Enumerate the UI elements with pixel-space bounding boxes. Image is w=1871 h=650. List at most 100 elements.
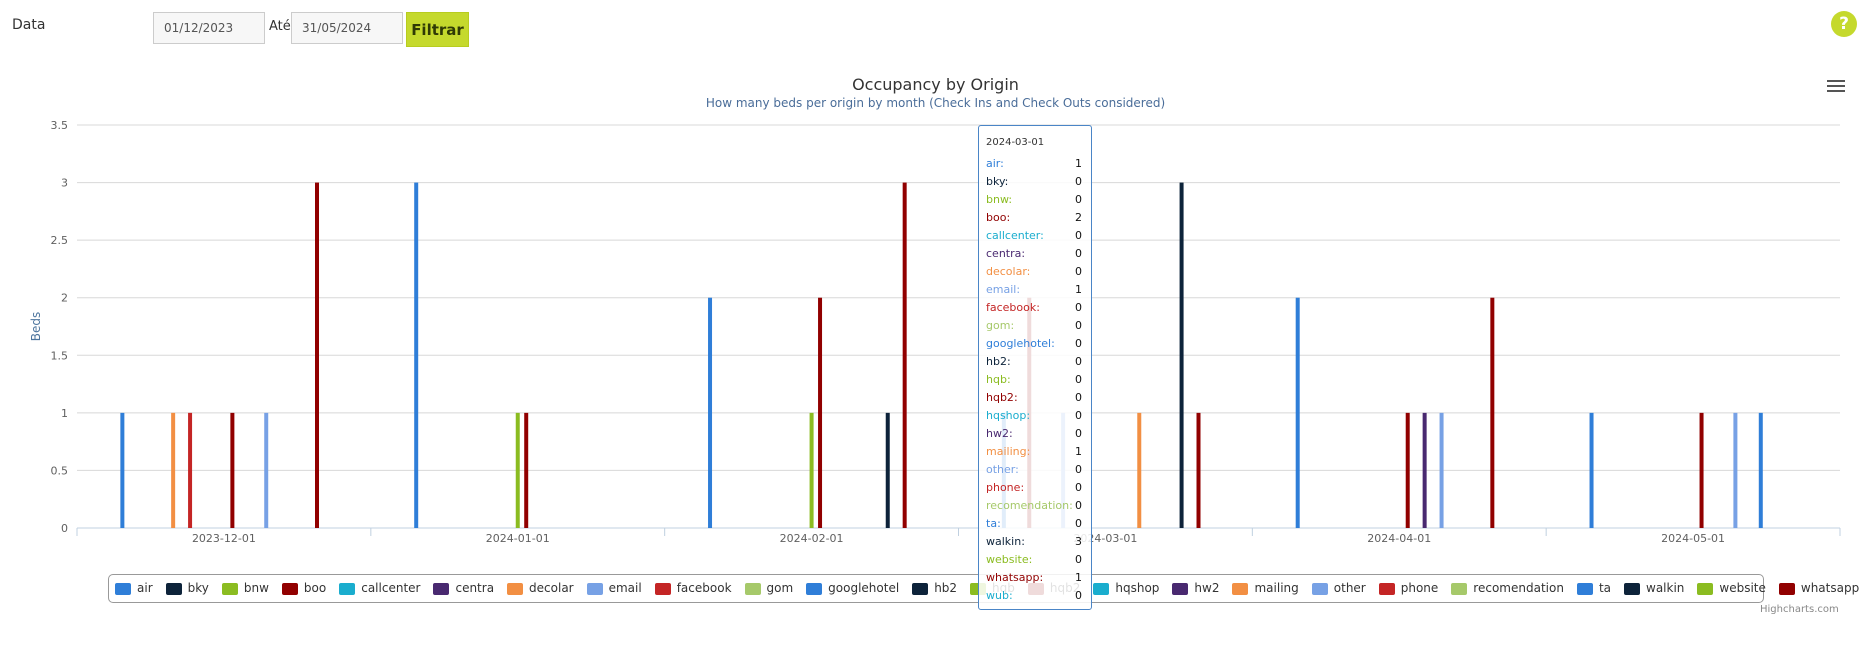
legend-item-ta[interactable]: ta <box>1576 579 1611 597</box>
bar-air <box>708 297 713 528</box>
tooltip-row: centra: 0 <box>986 245 1084 263</box>
tooltip-row: other: 0 <box>986 461 1084 479</box>
bar-walkin <box>1179 182 1184 529</box>
legend-symbol <box>744 582 761 595</box>
legend-item-air[interactable]: air <box>115 579 153 597</box>
help-icon[interactable]: ? <box>1831 11 1857 37</box>
tooltip-series-name: wub <box>986 589 1009 602</box>
legend-label: hqshop <box>1115 581 1160 595</box>
bar-whatsapp <box>315 182 320 529</box>
tooltip-row: air: 1 <box>986 155 1084 173</box>
tooltip-series-name: other <box>986 463 1016 476</box>
tooltip-series-name: bky <box>986 175 1005 188</box>
y-tick-label: 1 <box>61 407 68 420</box>
legend-item-website[interactable]: website <box>1697 579 1766 597</box>
y-tick-label: 2.5 <box>51 234 69 247</box>
chart-tooltip: 2024-03-01 air: 1 bky: 0 bnw: 0 boo: 2 callcente… <box>978 125 1092 610</box>
legend-label: whatsapp <box>1800 581 1860 595</box>
legend-label: air <box>137 581 153 595</box>
legend-item-bky[interactable]: bky <box>165 579 209 597</box>
legend-item-boo[interactable]: boo <box>281 579 326 597</box>
tooltip-series-value: 0 <box>1075 427 1082 440</box>
legend-item-facebook[interactable]: facebook <box>654 579 732 597</box>
x-tick-label: 2024-02-01 <box>780 532 844 545</box>
legend-label: other <box>1333 581 1366 595</box>
tooltip-row: callcenter: 0 <box>986 227 1084 245</box>
legend-symbol <box>1451 582 1468 595</box>
tooltip-row: phone: 0 <box>986 479 1084 497</box>
legend-item-decolar[interactable]: decolar <box>507 579 574 597</box>
chart-legend: air bky bnw boo callcenter centra decolar email… <box>108 574 1859 603</box>
chart-title: Occupancy by Origin <box>852 75 1019 94</box>
chart-menu-icon[interactable] <box>1827 80 1845 94</box>
legend-label: email <box>608 581 642 595</box>
tooltip-series-value: 0 <box>1075 193 1082 206</box>
chart-credits[interactable]: Highcharts.com <box>1760 604 1839 615</box>
tooltip-series-name: ta <box>986 517 998 530</box>
legend-item-email[interactable]: email <box>586 579 642 597</box>
legend-label: recomendation <box>1473 581 1564 595</box>
bar-other <box>264 412 269 528</box>
filter-button[interactable]: Filtrar <box>406 12 469 47</box>
legend-item-other[interactable]: other <box>1311 579 1366 597</box>
bar-air <box>120 412 125 528</box>
legend-item-gom[interactable]: gom <box>744 579 794 597</box>
legend-label: hw2 <box>1194 581 1220 595</box>
start-date-input[interactable] <box>153 12 265 44</box>
legend-symbol <box>1172 582 1189 595</box>
legend-symbol <box>1311 582 1328 595</box>
legend-item-whatsapp[interactable]: whatsapp <box>1778 579 1860 597</box>
tooltip-series-value: 0 <box>1075 229 1082 242</box>
legend-label: facebook <box>676 581 732 595</box>
legend-item-centra[interactable]: centra <box>433 579 494 597</box>
tooltip-series-name: hw2 <box>986 427 1009 440</box>
legend-symbol <box>1624 582 1640 595</box>
legend-label: ta <box>1598 581 1611 595</box>
bar-hqb2 <box>818 297 823 528</box>
tooltip-series-name: hqshop <box>986 409 1027 422</box>
tooltip-row: walkin: 3 <box>986 533 1084 551</box>
tooltip-series-value: 0 <box>1075 463 1082 476</box>
legend-item-bnw[interactable]: bnw <box>221 579 269 597</box>
tooltip-series-value: 3 <box>1075 535 1082 548</box>
tooltip-row: googlehotel: 0 <box>986 335 1084 353</box>
tooltip-series-name: boo <box>986 211 1007 224</box>
bar-whatsapp <box>902 182 907 529</box>
tooltip-series-name: googlehotel <box>986 337 1052 350</box>
tooltip-series-value: 0 <box>1075 301 1082 314</box>
legend-symbol <box>1778 582 1795 595</box>
legend-item-hqshop[interactable]: hqshop <box>1093 579 1159 597</box>
tooltip-series-name: gom <box>986 319 1011 332</box>
legend-item-recomendation[interactable]: recomendation <box>1451 579 1564 597</box>
legend-label: hb2 <box>934 581 958 595</box>
tooltip-series-value: 1 <box>1075 283 1082 296</box>
legend-item-phone[interactable]: phone <box>1378 579 1438 597</box>
legend-label: callcenter <box>361 581 421 595</box>
tooltip-series-name: walkin <box>986 535 1022 548</box>
legend-item-mailing[interactable]: mailing <box>1232 579 1299 597</box>
tooltip-series-value: 0 <box>1075 391 1082 404</box>
legend-item-walkin[interactable]: walkin <box>1624 579 1684 597</box>
end-date-input[interactable] <box>291 12 403 44</box>
tooltip-row: hqb2: 0 <box>986 389 1084 407</box>
tooltip-series-value: 0 <box>1075 175 1082 188</box>
legend-item-callcenter[interactable]: callcenter <box>339 579 420 597</box>
tooltip-series-name: email <box>986 283 1017 296</box>
legend-label: gom <box>766 581 794 595</box>
legend-item-hb2[interactable]: hb2 <box>912 579 957 597</box>
y-tick-label: 3.5 <box>51 119 69 132</box>
tooltip-row: ta: 0 <box>986 515 1084 533</box>
tooltip-row: gom: 0 <box>986 317 1084 335</box>
tooltip-series-value: 0 <box>1075 319 1082 332</box>
bar-other <box>1439 412 1444 528</box>
legend-item-googlehotel[interactable]: googlehotel <box>806 579 899 597</box>
tooltip-row: recomendation: 0 <box>986 497 1084 515</box>
bar-hqb <box>809 412 814 528</box>
legend-item-hw2[interactable]: hw2 <box>1172 579 1219 597</box>
bar-ta <box>1758 412 1763 528</box>
bar-air <box>1295 297 1300 528</box>
tooltip-row: bnw: 0 <box>986 191 1084 209</box>
tooltip-series-value: 0 <box>1075 499 1082 512</box>
tooltip-series-value: 1 <box>1075 571 1082 584</box>
legend-label: googlehotel <box>828 581 900 595</box>
